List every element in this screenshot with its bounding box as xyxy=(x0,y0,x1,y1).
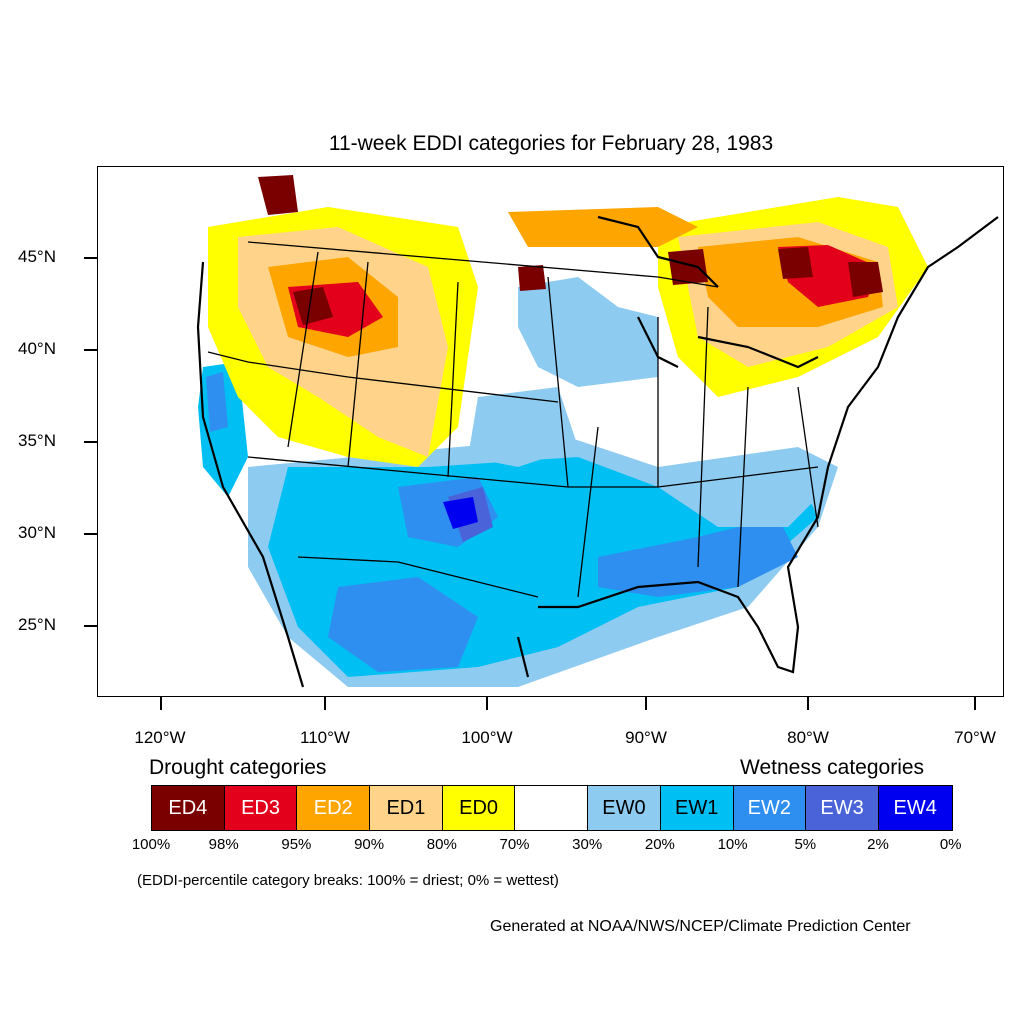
lon-tick xyxy=(160,697,162,710)
legend-swatch-ew1: EW1 xyxy=(660,786,734,830)
state-boundaries xyxy=(207,241,819,598)
lat-tick xyxy=(84,349,97,351)
lat-tick xyxy=(84,257,97,259)
lon-tick xyxy=(807,697,809,710)
legend-swatch-ew4: EW4 xyxy=(878,786,952,830)
lat-label-35: 35°N xyxy=(18,431,56,450)
lat-tick xyxy=(84,625,97,627)
lon-tick xyxy=(645,697,647,710)
percentile-label: 80% xyxy=(426,836,457,853)
conus-map xyxy=(196,175,999,688)
legend-swatch-ew2: EW2 xyxy=(733,786,807,830)
legend-swatch-ew0: EW0 xyxy=(588,786,661,830)
legend-colorbar: ED4 ED3 ED2 ED1 ED0 EW0 EW1 EW2 EW3 EW4 xyxy=(151,785,953,831)
dry-region-ed4-quebec xyxy=(778,247,813,279)
dry-region-ed2-canada xyxy=(508,207,698,247)
percentile-label: 10% xyxy=(717,836,748,853)
lon-label-90: 90°W xyxy=(625,728,667,747)
wetness-heading: Wetness categories xyxy=(740,756,925,779)
legend-swatch-ed2: ED2 xyxy=(297,786,371,830)
category-note: (EDDI-percentile category breaks: 100% =… xyxy=(137,872,559,889)
legend-swatch-neutral xyxy=(515,786,589,830)
dry-region-ed4-dakota xyxy=(518,265,546,291)
dry-region-ed4-ontario xyxy=(668,249,708,285)
dry-region-ed4-montana xyxy=(293,287,333,325)
drought-heading: Drought categories xyxy=(149,756,327,779)
legend-swatch-ed3: ED3 xyxy=(224,786,298,830)
percentile-label: 95% xyxy=(281,836,312,853)
percentile-label: 30% xyxy=(572,836,603,853)
lon-label-120: 120°W xyxy=(134,728,186,747)
lat-tick xyxy=(84,441,97,443)
map-title: 11-week EDDI categories for February 28,… xyxy=(328,132,774,155)
percentile-label: 100% xyxy=(131,836,171,853)
lon-label-100: 100°W xyxy=(461,728,513,747)
lat-label-40: 40°N xyxy=(18,339,56,358)
lon-label-70: 70°W xyxy=(954,728,996,747)
percentile-label: 5% xyxy=(794,836,817,853)
wet-region-upper-midwest xyxy=(518,277,658,387)
map-panel xyxy=(97,166,1004,697)
lat-tick xyxy=(84,533,97,535)
lon-tick xyxy=(324,697,326,710)
percentile-label: 98% xyxy=(208,836,239,853)
percentile-label: 2% xyxy=(867,836,889,853)
wet-region-california-ew2 xyxy=(206,372,228,432)
legend-swatch-ed1: ED1 xyxy=(370,786,443,830)
lon-label-80: 80°W xyxy=(787,728,829,747)
percentile-label: 20% xyxy=(644,836,675,853)
legend-swatch-ed4: ED4 xyxy=(152,786,225,830)
lat-label-30: 30°N xyxy=(18,523,56,542)
percentile-label: 0% xyxy=(939,836,962,853)
legend-swatch-ed0: ED0 xyxy=(442,786,516,830)
wet-region-ew2-southwest xyxy=(328,577,478,672)
wet-region-ew4 xyxy=(443,497,478,529)
lon-tick xyxy=(486,697,488,710)
coastline xyxy=(196,215,999,688)
lon-tick xyxy=(974,697,976,710)
percentile-label: 70% xyxy=(499,836,530,853)
dry-region-ed4-maine xyxy=(848,262,883,297)
percentile-label: 90% xyxy=(354,836,385,853)
lat-label-45: 45°N xyxy=(18,247,56,266)
legend-swatch-ew3: EW3 xyxy=(806,786,879,830)
credit-text: Generated at NOAA/NWS/NCEP/Climate Predi… xyxy=(490,918,911,935)
dry-region-ed4-washington xyxy=(258,175,298,215)
lon-label-110: 110°W xyxy=(300,728,350,747)
wet-region-plains-ew1 xyxy=(468,387,578,467)
lat-label-25: 25°N xyxy=(18,615,56,634)
